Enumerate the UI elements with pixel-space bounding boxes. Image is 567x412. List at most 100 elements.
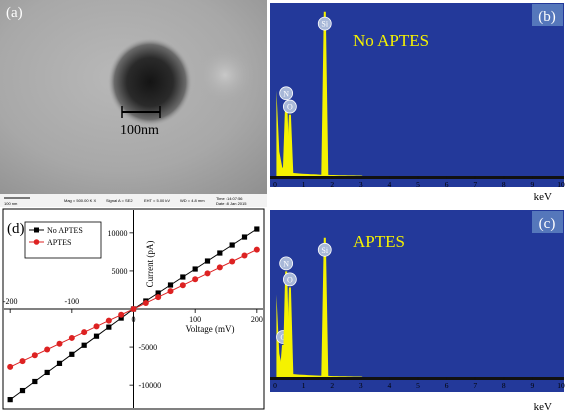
footer-mag: Mag = 500.00 K X <box>64 198 96 203</box>
data-point-aptes <box>130 306 137 312</box>
x-tick-label: 5 <box>416 180 420 189</box>
peak-o <box>286 114 294 176</box>
panel-label-box <box>532 211 563 233</box>
data-point-aptes <box>56 340 63 347</box>
data-point-no-aptes <box>81 342 87 348</box>
data-point-no-aptes <box>19 387 26 394</box>
x-tick-label: 2 <box>330 381 334 390</box>
peak-o <box>286 287 294 377</box>
x-tick-label: 8 <box>502 381 506 390</box>
legend-marker-no-aptes <box>34 227 39 233</box>
data-point-aptes <box>81 329 88 336</box>
peak-label-si: Si <box>321 20 328 29</box>
footer-signal: Signal A = SE2 <box>106 198 133 203</box>
x-tick-label: 10 <box>557 381 565 390</box>
data-point-aptes <box>192 276 199 283</box>
x-tick-label: 10 <box>557 180 565 189</box>
data-point-no-aptes <box>254 226 260 232</box>
data-point-no-aptes <box>56 360 63 366</box>
data-point-no-aptes <box>69 351 75 357</box>
data-point-aptes <box>179 282 186 289</box>
data-point-aptes <box>44 346 51 353</box>
x-tick-label: 3 <box>359 180 363 189</box>
footer-wd: WD = 4.8 mm <box>180 198 205 203</box>
data-point-no-aptes <box>7 397 13 403</box>
x-tick-label: 6 <box>445 381 449 390</box>
x-axis-label: keV <box>534 191 552 203</box>
data-point-no-aptes <box>229 242 235 248</box>
spectrum-peaks: NO Si <box>276 11 363 177</box>
panel-label-a: (a) <box>6 5 23 21</box>
data-point-no-aptes <box>155 290 161 296</box>
x-tick-label: 5 <box>416 381 420 390</box>
data-point-aptes <box>93 323 100 330</box>
panel-label-box <box>532 4 563 26</box>
x-tick-label: 200 <box>251 315 263 324</box>
footer-scale: 100 nm <box>4 201 18 206</box>
peak-marker-n <box>279 86 294 101</box>
data-point-no-aptes <box>204 258 211 264</box>
eds-spectrum-b: NO Si 0 1 2 3 4 5 6 7 8 9 10 keV No APTES (b) <box>270 3 565 203</box>
x-tick-label: 2 <box>330 180 334 189</box>
x-tick-label: 7 <box>473 381 477 390</box>
spectrum-x-axis: 0 1 2 3 4 5 6 7 8 9 10 <box>270 176 565 189</box>
x-tick-label: 0 <box>273 381 277 390</box>
spectrum-peaks: C NO Si <box>276 237 363 377</box>
data-point-aptes <box>105 317 112 324</box>
footer-eht: EHT = 5.00 kV <box>144 198 170 203</box>
data-point-aptes <box>229 258 236 265</box>
data-point-no-aptes <box>44 369 50 376</box>
data-point-aptes <box>216 264 223 271</box>
y-axis-label: Current (pA) <box>145 241 155 288</box>
data-point-aptes <box>241 252 248 259</box>
peak-marker-o <box>282 272 297 287</box>
eds-spectrum-c: C NO Si 0 1 2 3 4 5 6 7 8 9 10 keV APTES (c) <box>270 210 565 412</box>
panel-label-c: (c) <box>539 216 556 232</box>
x-axis-line <box>270 176 564 179</box>
iv-chart: -200 -100 0 100 200 -10000 -5000 5000 10000 Volt… <box>2 208 265 410</box>
data-point-no-aptes <box>106 324 112 330</box>
peak-label-c: C <box>280 333 285 342</box>
x-tick-label: 9 <box>531 381 535 390</box>
data-point-aptes <box>68 334 75 341</box>
data-point-no-aptes <box>32 378 38 385</box>
peak-label-o: O <box>287 275 293 284</box>
legend-marker-aptes <box>33 239 40 245</box>
x-tick-label: 6 <box>445 180 449 189</box>
peak-label-n: N <box>283 259 289 268</box>
legend-label-no-aptes: No APTES <box>47 226 83 235</box>
data-point-aptes <box>142 300 149 307</box>
panel-c-eds-spectrum: C N O Si 0 1 2 3 4 5 6 7 8 9 10 keV APTES (c) <box>267 207 567 412</box>
data-point-no-aptes <box>217 250 223 256</box>
peak-marker-si <box>317 16 332 31</box>
scale-bar-label: 100nm <box>120 123 159 138</box>
panel-d-iv-curve: -200 -100 0 100 200 -10000 -5000 5000 10000 Volt… <box>0 207 267 412</box>
data-point-no-aptes <box>93 333 100 339</box>
panel-label-d: (d) <box>7 221 25 237</box>
x-tick-label: 7 <box>473 180 477 189</box>
sem-image: 100nm (a) 100 nm Mag = 500.00 K X Signal… <box>0 0 267 207</box>
peak-label-o: O <box>287 103 293 112</box>
x-axis-label: Voltage (mV) <box>185 324 234 334</box>
footer-time: Time :14:07:56 <box>216 196 243 201</box>
data-point-aptes <box>7 363 14 370</box>
x-tick-label: -200 <box>3 297 18 306</box>
data-point-aptes <box>31 352 38 359</box>
footer-date: Date :8 Jan 2015 <box>216 201 247 206</box>
data-point-aptes <box>253 246 260 253</box>
y-tick-label: -10000 <box>139 381 162 390</box>
x-tick-label: 3 <box>359 381 363 390</box>
peak-si <box>321 237 329 377</box>
peak-si <box>321 11 329 177</box>
legend-label-aptes: APTES <box>47 238 71 247</box>
x-tick-label: 0 <box>132 315 136 324</box>
peak-marker-si <box>317 242 332 257</box>
sem-bright-region <box>195 45 255 105</box>
data-point-no-aptes <box>192 266 198 272</box>
spectrum-annotation: No APTES <box>353 31 429 50</box>
y-tick-label: 10000 <box>108 229 128 238</box>
x-axis-line <box>270 377 564 380</box>
x-tick-label: 0 <box>273 180 277 189</box>
x-tick-label: 9 <box>531 180 535 189</box>
panel-b-eds-spectrum: N O Si 0 1 2 3 4 5 6 7 8 9 10 keV No APTES (b) <box>267 0 567 207</box>
